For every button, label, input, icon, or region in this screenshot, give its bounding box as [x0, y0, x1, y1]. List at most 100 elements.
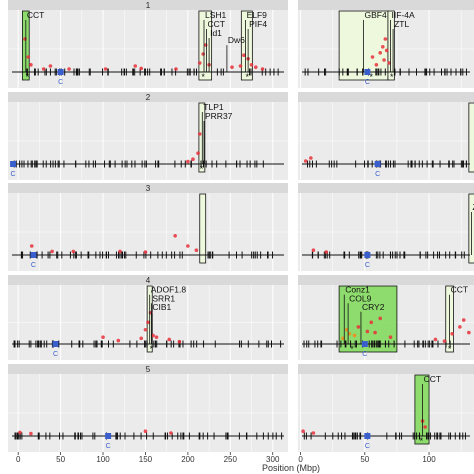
panel-4: C — [298, 92, 474, 180]
centromere-label: C — [11, 171, 16, 178]
panel-strip — [298, 364, 474, 374]
data-point — [423, 425, 427, 429]
panel-2: C* *GBF4 IIF-4AZTL — [298, 0, 474, 88]
data-point — [382, 58, 386, 62]
data-point — [381, 45, 385, 49]
data-point — [239, 64, 243, 68]
data-point — [196, 151, 200, 155]
panel-10: C * CCT — [298, 364, 474, 452]
centromere — [53, 341, 59, 347]
data-point — [23, 37, 27, 41]
data-point — [366, 330, 370, 334]
data-point — [458, 325, 462, 329]
centromere-label: C — [31, 262, 36, 269]
data-point — [27, 55, 31, 59]
gene-label: CRY2 — [362, 302, 385, 312]
panel-strip-label: 2 — [146, 93, 151, 102]
gene-label: Dw6 — [228, 35, 245, 45]
data-point — [462, 318, 466, 322]
data-point — [389, 335, 393, 339]
data-point — [301, 429, 305, 433]
star-marker: * — [246, 72, 250, 82]
centromere — [375, 161, 381, 167]
data-point — [72, 250, 76, 254]
data-point — [139, 337, 143, 341]
centromere — [362, 341, 368, 347]
region-box — [469, 103, 474, 172]
data-point — [357, 325, 361, 329]
panel-strip — [298, 183, 474, 193]
star-marker: * — [201, 72, 205, 82]
data-point — [144, 328, 148, 332]
data-point — [312, 248, 316, 252]
panel-strip-label: 1 — [146, 1, 151, 10]
data-point — [42, 67, 46, 71]
data-point — [169, 431, 173, 435]
data-point — [324, 250, 328, 254]
data-point — [254, 65, 258, 69]
data-point — [144, 429, 148, 433]
data-point — [312, 431, 316, 435]
x-tick-label: 100 — [422, 455, 436, 464]
data-point — [146, 321, 150, 325]
star-marker: * — [390, 72, 394, 82]
data-point — [18, 431, 22, 435]
x-axis-title: Position (Mbp) — [262, 463, 320, 473]
data-point — [373, 331, 377, 335]
panel-9: 5C — [8, 364, 288, 452]
panel-strip — [298, 0, 474, 10]
centromere — [364, 252, 370, 258]
x-tick-label: 250 — [224, 455, 238, 464]
centromere — [58, 69, 64, 75]
gene-label: Id1 — [210, 28, 222, 38]
star-marker: * — [448, 344, 452, 354]
data-point — [242, 53, 246, 57]
star-marker: * — [420, 436, 424, 446]
star-marker: * — [369, 72, 373, 82]
star-marker: * — [350, 344, 354, 354]
data-point — [49, 64, 53, 68]
data-point — [155, 335, 159, 339]
centromere-label: C — [53, 351, 58, 358]
data-point — [139, 67, 143, 71]
data-point — [385, 49, 389, 53]
data-point — [195, 248, 199, 252]
data-point — [173, 234, 177, 238]
centromere-label: C — [365, 262, 370, 269]
gene-label: PRR37 — [205, 111, 233, 121]
data-point — [101, 335, 105, 339]
centromere — [105, 433, 111, 439]
gene-label: CCT — [27, 10, 44, 20]
data-point — [375, 63, 379, 67]
data-point — [29, 63, 33, 67]
x-tick-label: 0 — [16, 455, 21, 464]
data-point — [450, 332, 454, 336]
data-point — [353, 334, 357, 338]
data-point — [50, 250, 54, 254]
data-point — [186, 244, 190, 248]
data-point — [304, 159, 308, 163]
data-point — [198, 132, 202, 136]
data-point — [191, 157, 195, 161]
data-point — [309, 156, 313, 160]
panel-strip-label: 5 — [146, 365, 151, 374]
star-marker: * — [200, 164, 204, 174]
x-tick-label: 50 — [360, 455, 369, 464]
data-point — [144, 250, 148, 254]
data-point — [261, 67, 265, 71]
panel-strip — [298, 92, 474, 102]
data-point — [167, 338, 171, 342]
panel-strip-label: 4 — [146, 276, 151, 285]
centromere-label: C — [362, 351, 367, 358]
gene-label: CCT — [424, 374, 441, 384]
data-point — [30, 244, 34, 248]
gene-label: CCT — [451, 285, 468, 295]
data-point — [371, 55, 375, 59]
x-tick-label: 200 — [181, 455, 195, 464]
panel-strip — [298, 275, 474, 285]
data-point — [178, 340, 182, 344]
